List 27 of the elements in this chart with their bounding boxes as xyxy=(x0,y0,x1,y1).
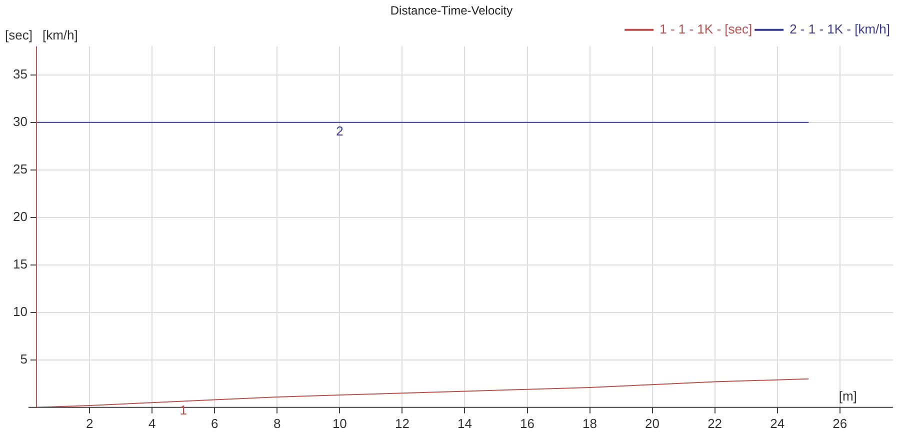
x-tick-label: 24 xyxy=(770,416,785,431)
x-tick-label: 20 xyxy=(645,416,660,431)
y-axis-title: [sec] xyxy=(4,27,32,42)
x-tick-label: 18 xyxy=(582,416,598,431)
y2-axis-title: [km/h] xyxy=(42,27,78,42)
x-tick-label: 2 xyxy=(86,416,94,431)
y-tick-label: 5 xyxy=(20,351,28,366)
y-tick-label: 30 xyxy=(12,114,28,129)
x-tick-label: 16 xyxy=(520,416,534,431)
legend-label: 1 - 1 - 1K - [sec] xyxy=(660,21,752,36)
y-tick-label: 15 xyxy=(12,256,28,272)
x-tick-label: 6 xyxy=(211,416,218,431)
chart-title: Distance-Time-Velocity xyxy=(390,4,513,18)
x-tick-label: 14 xyxy=(457,416,472,431)
y-tick-label: 35 xyxy=(12,66,28,82)
x-axis-title: [m] xyxy=(838,388,857,404)
y-tick-label: 25 xyxy=(12,161,28,176)
x-tick-label: 8 xyxy=(274,416,281,431)
x-tick-label: 26 xyxy=(832,416,848,431)
annotation: 2 xyxy=(336,123,344,138)
x-tick-label: 22 xyxy=(708,416,722,431)
y-tick-label: 20 xyxy=(12,208,28,224)
y-tick-label: 10 xyxy=(12,304,28,319)
legend-label: 2 - 1 - 1K - [km/h] xyxy=(790,21,890,36)
x-tick-label: 10 xyxy=(332,416,347,431)
x-tick-label: 4 xyxy=(148,416,156,431)
x-tick-label: 12 xyxy=(394,416,410,431)
